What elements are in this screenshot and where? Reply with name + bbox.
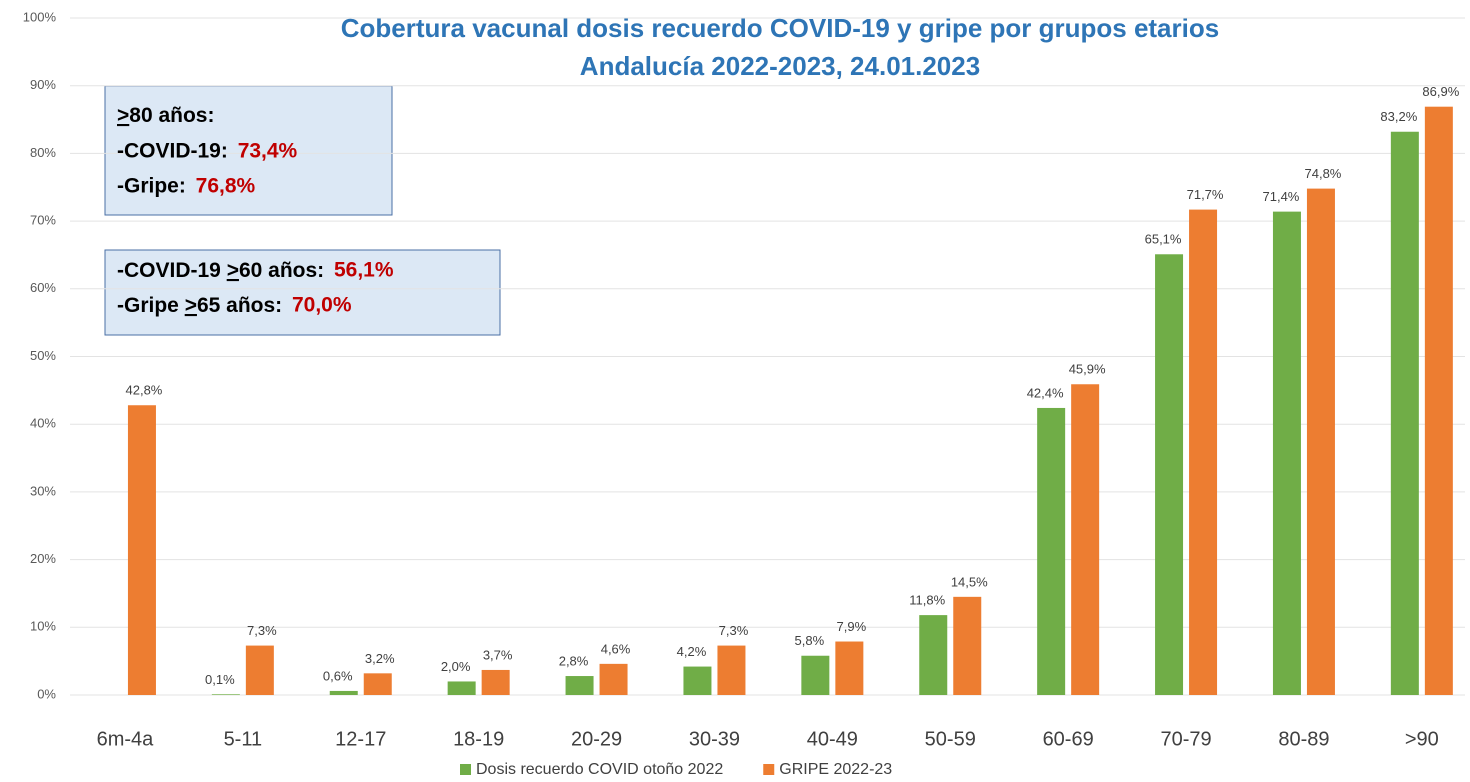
bar	[801, 655, 830, 695]
value-label: 74,8%	[1305, 166, 1342, 181]
x-tick-label: 70-79	[1160, 728, 1211, 750]
x-tick-label: 30-39	[689, 728, 740, 750]
value-label: 71,4%	[1263, 189, 1300, 204]
x-tick-label: 6m-4a	[97, 728, 155, 750]
x-tick-label: 80-89	[1278, 728, 1329, 750]
x-tick-label: >90	[1405, 728, 1439, 750]
bar	[363, 673, 392, 695]
value-label: 3,2%	[365, 651, 395, 666]
bar	[481, 669, 510, 695]
value-label: 2,0%	[441, 659, 471, 674]
bar	[1155, 254, 1184, 695]
annotation-box	[104, 85, 393, 216]
bar	[953, 596, 982, 695]
value-label: 7,9%	[837, 619, 867, 634]
y-tick-label: 80%	[30, 145, 56, 160]
y-tick-label: 0%	[37, 686, 56, 701]
bar	[599, 663, 628, 695]
y-tick-label: 60%	[30, 280, 56, 295]
bar	[127, 405, 156, 695]
legend-swatch	[460, 764, 471, 775]
value-label: 83,2%	[1380, 109, 1417, 124]
y-tick-label: 70%	[30, 213, 56, 228]
x-tick-label: 50-59	[925, 728, 976, 750]
bar	[683, 666, 712, 695]
annotation-label: -COVID-19:	[117, 140, 234, 163]
bar	[835, 641, 864, 695]
annotation-value: 70,0%	[292, 294, 352, 317]
value-label: 4,6%	[601, 641, 631, 656]
legend-label: GRIPE 2022-23	[779, 761, 892, 778]
bar	[717, 645, 746, 695]
value-label: 71,7%	[1187, 187, 1224, 202]
y-tick-label: 30%	[30, 483, 56, 498]
x-tick-label: 18-19	[453, 728, 504, 750]
value-label: 2,8%	[559, 653, 589, 668]
legend-swatch	[763, 764, 775, 775]
x-tick-label: 20-29	[571, 728, 622, 750]
value-label: 7,3%	[719, 623, 749, 638]
y-tick-label: 10%	[30, 619, 56, 634]
bar	[1306, 188, 1335, 695]
bar	[919, 615, 948, 695]
annotation-value: 76,8%	[196, 175, 256, 198]
value-label: 5,8%	[795, 633, 825, 648]
value-label: 0,6%	[323, 668, 353, 683]
y-tick-label: 90%	[30, 77, 56, 92]
bar	[447, 681, 476, 695]
bar	[565, 676, 594, 695]
value-label: 42,8%	[126, 383, 163, 398]
value-label: 14,5%	[951, 574, 988, 589]
y-tick-label: 100%	[23, 9, 57, 24]
bar	[1390, 131, 1419, 696]
bar	[1037, 407, 1066, 695]
annotation-value: 56,1%	[334, 259, 394, 282]
x-tick-label: 60-69	[1043, 728, 1094, 750]
value-label: 65,1%	[1145, 232, 1182, 247]
value-label: 45,9%	[1069, 362, 1106, 377]
bar	[1189, 209, 1218, 695]
value-label: 86,9%	[1422, 84, 1459, 99]
bar	[211, 694, 240, 695]
value-label: 42,4%	[1027, 385, 1064, 400]
bar	[1424, 106, 1453, 695]
annotation-box	[104, 249, 501, 336]
chart-title: Cobertura vacunal dosis recuerdo COVID-1…	[341, 13, 1219, 43]
bar	[329, 690, 358, 695]
y-tick-label: 50%	[30, 348, 56, 363]
x-tick-label: 12-17	[335, 728, 386, 750]
value-label: 7,3%	[247, 623, 277, 638]
value-label: 11,8%	[909, 593, 945, 608]
chart-subtitle: Andalucía 2022-2023, 24.01.2023	[580, 51, 980, 81]
x-tick-label: 40-49	[807, 728, 858, 750]
annotation-label: -COVID-19 >60 años:	[117, 259, 330, 282]
value-label: 0,1%	[205, 672, 235, 687]
y-tick-label: 40%	[30, 416, 56, 431]
annotation-title: >80 años:	[117, 104, 214, 127]
value-label: 3,7%	[483, 647, 513, 662]
bar	[245, 645, 274, 695]
annotation-value: 73,4%	[238, 140, 298, 163]
legend-label: Dosis recuerdo COVID otoño 2022	[476, 761, 723, 778]
bar	[1272, 211, 1301, 695]
x-tick-label: 5-11	[224, 728, 263, 750]
annotation-label: -Gripe >65 años:	[117, 294, 288, 317]
annotation-label: -Gripe:	[117, 175, 192, 198]
value-label: 4,2%	[677, 644, 707, 659]
y-tick-label: 20%	[30, 551, 56, 566]
bar	[1071, 384, 1100, 695]
